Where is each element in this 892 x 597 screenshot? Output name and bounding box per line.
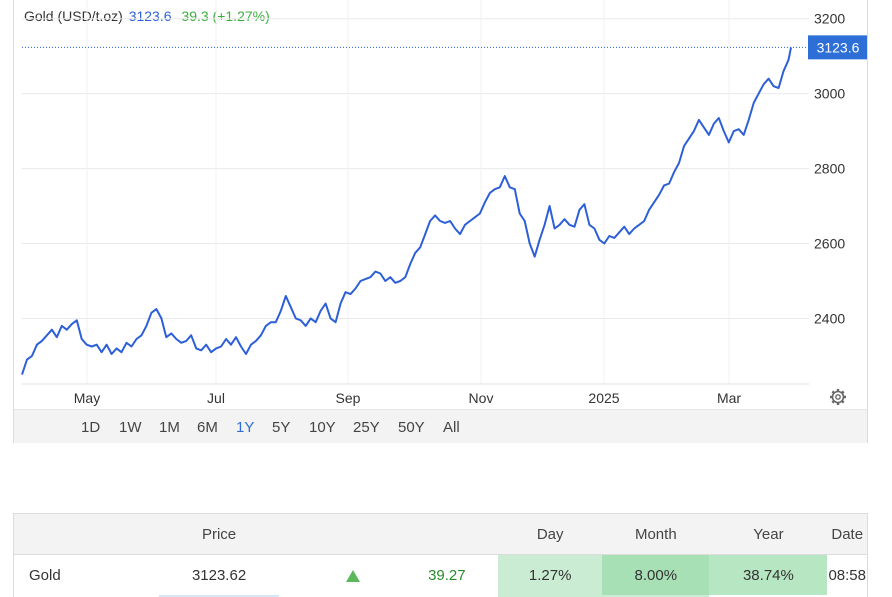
chart-panel: Gold (USD/t.oz) 3123.6 39.3 (+1.27%) 240… xyxy=(13,0,868,443)
x-tick-label: Mar xyxy=(717,390,741,406)
row-price: 3123.62 xyxy=(191,566,247,584)
last-price-label: 3123.6 xyxy=(817,39,860,55)
table-header-row: Price Day Month Year Date xyxy=(14,514,867,555)
col-header-year[interactable]: Year xyxy=(709,514,828,555)
row-day: 1.27% xyxy=(498,554,603,595)
quote-table: Price Day Month Year Date Gold 3123.62 3… xyxy=(14,514,867,597)
up-arrow-icon xyxy=(279,555,427,596)
col-header-month[interactable]: Month xyxy=(602,514,710,555)
instrument-change: 39.3 (+1.27%) xyxy=(181,8,270,24)
col-header-change xyxy=(427,514,499,555)
col-header-price: Price xyxy=(159,514,280,555)
range-selector: 1D 1W 1M 6M 1Y 5Y 10Y 25Y 50Y All xyxy=(14,409,867,443)
col-header-name xyxy=(14,514,160,555)
x-tick-label: Sep xyxy=(336,390,361,406)
range-button-1m[interactable]: 1M xyxy=(159,419,180,436)
col-header-day[interactable]: Day xyxy=(498,514,603,555)
table-row[interactable]: Gold 3123.62 39.27 1.27% 8.00% 38.74% 08… xyxy=(14,554,867,596)
y-tick-label: 2400 xyxy=(814,310,845,326)
x-tick-label: Nov xyxy=(469,390,494,406)
row-date: 08:58 xyxy=(828,566,866,584)
range-button-10y[interactable]: 10Y xyxy=(309,419,336,436)
price-series-line[interactable] xyxy=(21,47,792,375)
quote-table-wrapper: Price Day Month Year Date Gold 3123.62 3… xyxy=(13,513,868,597)
y-tick-label: 3200 xyxy=(814,11,845,27)
gear-icon[interactable] xyxy=(830,389,846,405)
col-header-direction xyxy=(279,514,428,555)
range-button-1y[interactable]: 1Y xyxy=(236,419,255,436)
x-tick-label: 2025 xyxy=(588,390,619,406)
range-button-50y[interactable]: 50Y xyxy=(398,419,425,436)
range-button-25y[interactable]: 25Y xyxy=(353,419,380,436)
row-change: 39.27 xyxy=(428,566,466,584)
row-year: 38.74% xyxy=(709,554,828,595)
y-tick-label: 3000 xyxy=(814,86,845,102)
row-month: 8.00% xyxy=(602,554,710,595)
instrument-name: Gold (USD/t.oz) xyxy=(24,8,123,24)
x-tick-label: May xyxy=(74,390,100,406)
range-button-5y[interactable]: 5Y xyxy=(272,419,291,436)
y-tick-label: 2600 xyxy=(814,236,845,252)
col-header-date: Date xyxy=(827,514,867,555)
row-name[interactable]: Gold xyxy=(29,566,61,584)
range-button-6m[interactable]: 6M xyxy=(197,419,218,436)
price-chart[interactable]: 2400 2600 2800 3000 3200 May Jul Sep Nov 2025 Mar 3… xyxy=(14,0,867,409)
range-button-all[interactable]: All xyxy=(443,419,460,436)
instrument-price: 3123.6 xyxy=(128,8,172,24)
table-row-partial xyxy=(14,595,867,597)
x-tick-label: Jul xyxy=(207,390,225,406)
last-price-label-box xyxy=(808,35,867,60)
chart-header: Gold (USD/t.oz) 3123.6 39.3 (+1.27%) xyxy=(24,8,270,24)
range-button-1d[interactable]: 1D xyxy=(81,419,101,436)
triangle-up-icon xyxy=(346,569,361,582)
y-tick-label: 2800 xyxy=(814,161,845,177)
range-button-1w[interactable]: 1W xyxy=(119,419,142,436)
